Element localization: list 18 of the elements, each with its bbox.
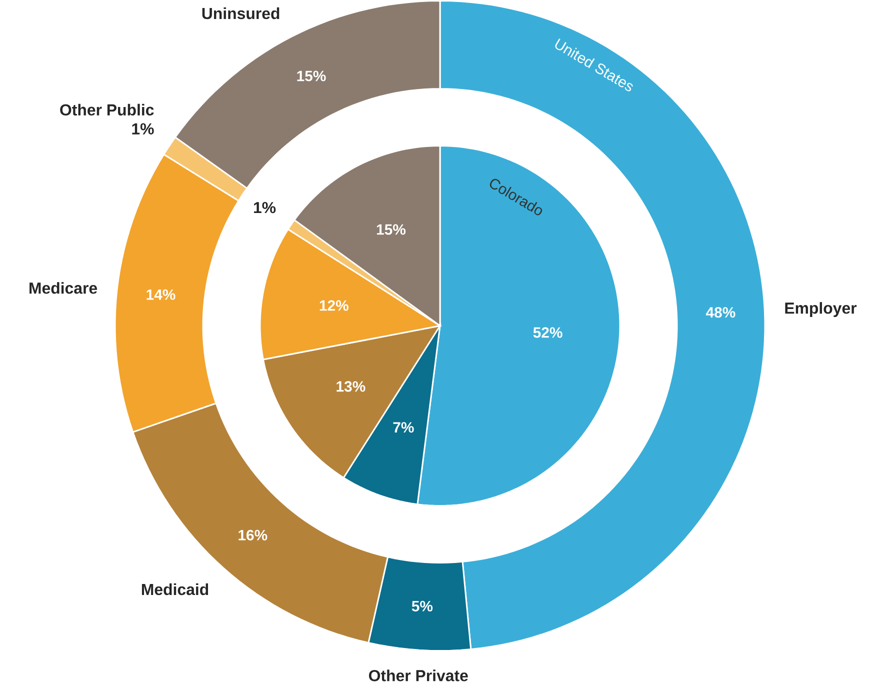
data-label: 15% [376,224,406,235]
slice-label: Other Private [368,670,468,682]
data-label: 16% [238,530,268,541]
data-label: 52% [533,327,562,338]
data-label: 1% [254,202,276,214]
slice-label: Medicaid [142,584,208,596]
data-label: 12% [320,300,348,311]
data-label: 7% [393,422,414,433]
data-label: 5% [412,601,433,612]
data-label: 14% [146,289,176,300]
data-label: 15% [297,70,326,82]
slice-label: Employer [785,302,857,318]
slice-label: Other Public [60,104,154,116]
data-label: 1% [132,123,154,135]
data-label: 48% [706,307,736,318]
data-label: 13% [336,381,366,392]
slice-label: Medicare [30,282,98,294]
slice-label: Uninsured [202,8,280,20]
